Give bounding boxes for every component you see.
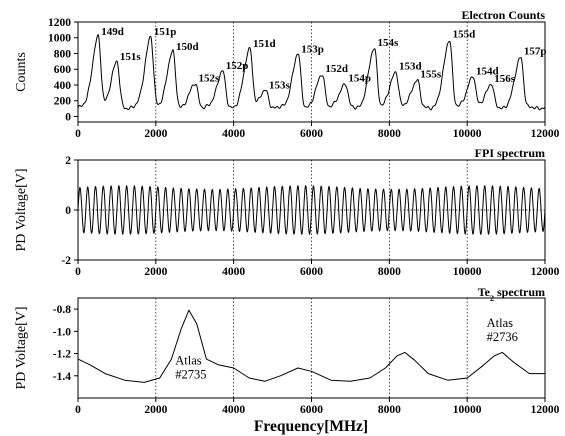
panel-1-title: Electron Counts — [462, 8, 546, 22]
peak-label-152s: 152s — [199, 72, 221, 84]
x-tick-label: 2000 — [144, 266, 167, 278]
peak-label-151d: 151d — [253, 38, 276, 50]
peak-label-154d: 154d — [476, 65, 499, 77]
y-tick-label: 1200 — [48, 17, 71, 29]
x-tick-label: 0 — [75, 128, 81, 140]
x-tick-label: 0 — [75, 266, 81, 278]
peak-label-157p: 157p — [524, 46, 547, 58]
y-tick-label: 0 — [65, 111, 71, 123]
x-tick-label: 10000 — [453, 266, 482, 278]
x-tick-label: 4000 — [222, 128, 245, 140]
panel-3-ticks: 0 2000 4000 6000 8000 10000 12000 -0.8 -1.0 -1.2 -… — [53, 304, 560, 416]
x-tick-label: 4000 — [222, 266, 245, 278]
x-tick-label: 2000 — [144, 128, 167, 140]
x-tick-label: 4000 — [222, 404, 245, 416]
y-tick-label: 1000 — [48, 33, 71, 45]
peak-label-152p: 152p — [226, 60, 249, 72]
panel-1-ticks: 0 2000 4000 6000 8000 10000 12000 0 200 400 600 800… — [48, 17, 560, 140]
y-tick-label: -1.4 — [53, 371, 71, 383]
y-tick-label: -2 — [61, 255, 71, 267]
panel-2-title: FPI spectrum — [475, 146, 545, 160]
fpi-series-line — [77, 185, 546, 235]
panel-2-ylabel: PD Voltage[V] — [14, 168, 29, 251]
atlas-annotations: Atlas #2735 Atlas #2736 — [175, 316, 518, 382]
peak-label-152d: 152d — [325, 63, 348, 75]
x-tick-label: 8000 — [378, 128, 401, 140]
x-tick-label: 12000 — [531, 266, 560, 278]
x-tick-label: 8000 — [378, 404, 401, 416]
panel-3-title: Te2 spectrum — [478, 285, 545, 303]
peak-label-154s: 154s — [378, 37, 400, 49]
peak-label-156s: 156s — [494, 73, 516, 85]
y-tick-label: 2 — [65, 155, 71, 167]
x-tick-label: 12000 — [531, 404, 560, 416]
x-tick-label: 0 — [75, 404, 81, 416]
y-tick-label: 800 — [54, 48, 72, 60]
panel-3-ylabel: PD Voltage[V] — [14, 306, 29, 389]
peak-label-155s: 155s — [420, 68, 442, 80]
panel-electron-counts: Electron Counts Counts 0 2000 4000 6000 8000… — [14, 8, 560, 140]
peak-label-149d: 149d — [101, 26, 124, 38]
y-tick-label: 0 — [65, 205, 71, 217]
peak-label-153p: 153p — [301, 43, 324, 55]
peak-label-154p: 154p — [348, 72, 371, 84]
y-tick-label: 600 — [54, 64, 72, 76]
peak-label-153d: 153d — [399, 61, 422, 73]
y-tick-label: 400 — [54, 80, 72, 92]
x-tick-label: 12000 — [531, 128, 560, 140]
x-tick-label: 10000 — [453, 128, 482, 140]
peak-label-151p: 151p — [154, 26, 177, 38]
panel-1-ylabel: Counts — [14, 52, 29, 92]
y-tick-label: -1.0 — [53, 326, 71, 338]
peak-label-153s: 153s — [269, 80, 291, 92]
y-tick-label: -0.8 — [53, 304, 71, 316]
panel-te2-spectrum: Te2 spectrum PD Voltage[V] 0 2000 4000 6000… — [14, 285, 560, 435]
peak-labels: 149d 151s 151p 150d 152s 152p 151d 153s 153p152d… — [101, 26, 546, 92]
x-tick-label: 2000 — [144, 404, 167, 416]
panel-fpi-spectrum: FPI spectrum PD Voltage[V] 0 2000 4000 6000… — [14, 146, 560, 278]
panel-1-grid — [155, 22, 468, 122]
x-tick-label: 6000 — [300, 266, 323, 278]
atlas-annotation: Atlas #2736 — [487, 316, 518, 344]
y-tick-label: 200 — [54, 96, 72, 108]
panel-3-grid — [155, 298, 468, 398]
panel-2-ticks: 0 2000 4000 6000 8000 10000 12000 -2 0 2 — [61, 155, 559, 278]
y-tick-label: -1.2 — [53, 349, 71, 361]
electron-counts-series-line — [77, 34, 546, 111]
peak-label-155d: 155d — [453, 28, 476, 40]
x-tick-label: 8000 — [378, 266, 401, 278]
peak-label-150d: 150d — [176, 41, 199, 53]
x-axis-label: Frequency[MHz] — [254, 418, 368, 435]
x-tick-label: 6000 — [300, 404, 323, 416]
te2-series-line — [77, 309, 545, 383]
x-tick-label: 10000 — [453, 404, 482, 416]
atlas-annotation: Atlas #2735 — [175, 354, 206, 382]
peak-label-151s: 151s — [120, 51, 141, 63]
x-tick-label: 6000 — [300, 128, 323, 140]
